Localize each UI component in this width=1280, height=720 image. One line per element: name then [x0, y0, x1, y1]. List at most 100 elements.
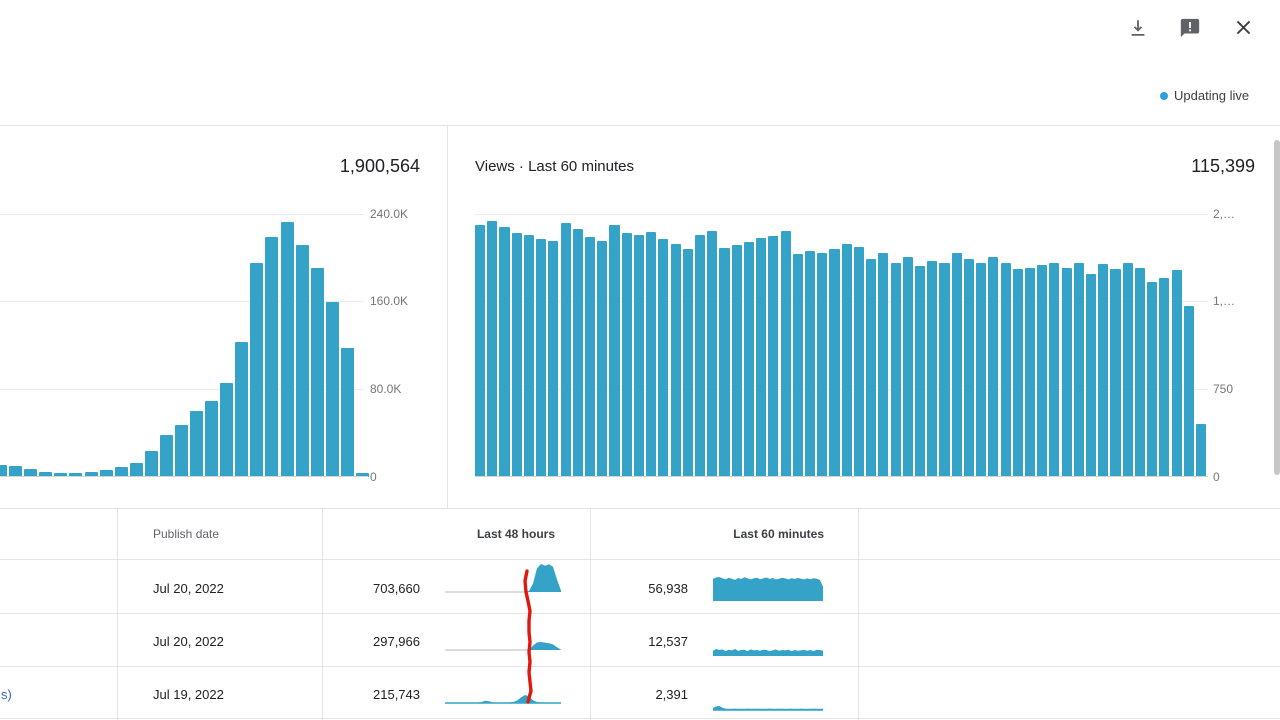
y-axis-label: 1,… [1213, 294, 1236, 308]
bar [1049, 262, 1060, 477]
bar [988, 256, 999, 477]
y-axis-label: 2,… [1213, 207, 1236, 221]
table-column-border [590, 509, 591, 720]
mini-chart [445, 564, 561, 593]
bar [280, 222, 294, 477]
download-button[interactable] [1126, 17, 1150, 41]
y-axis-label: 160.0K [370, 294, 409, 308]
bar [1122, 263, 1133, 477]
bar [1098, 264, 1109, 477]
chart-title-last-60-minutes: Views · Last 60 minutes [475, 158, 634, 175]
mini-chart [713, 577, 823, 601]
column-header-last-48-hours[interactable]: Last 48 hours [476, 527, 555, 541]
bar [325, 302, 339, 477]
panel-divider [447, 126, 448, 508]
y-axis-label: 0 [370, 470, 377, 484]
last-60-minutes-value: 12,537 [648, 634, 688, 649]
feedback-button[interactable] [1178, 17, 1202, 41]
table-column-border [322, 509, 323, 720]
bar [743, 241, 754, 477]
bar [220, 383, 234, 477]
bar [609, 225, 620, 477]
bar [719, 247, 730, 477]
video-title-link[interactable]: s) [1, 687, 12, 702]
bar [707, 230, 718, 477]
close-button[interactable] [1231, 16, 1255, 40]
last-60-minutes-value: 2,391 [655, 687, 688, 702]
card-top-border [0, 125, 1280, 126]
minibars-last-60-minutes [713, 575, 823, 602]
bar [731, 245, 742, 477]
bar [487, 221, 498, 477]
bar [963, 258, 974, 477]
bar [69, 473, 83, 477]
table-column-border [858, 509, 859, 720]
bar [585, 236, 596, 477]
gridline [475, 214, 1208, 215]
bar [536, 238, 547, 477]
column-header-last-60-minutes[interactable]: Last 60 minutes [733, 527, 824, 541]
y-axis-label: 0 [1213, 470, 1220, 484]
bar [0, 465, 7, 477]
gridline [0, 301, 364, 302]
y-axis-label: 80.0K [370, 382, 402, 396]
last-60-minutes-value: 56,938 [648, 581, 688, 596]
table-column-border [117, 509, 118, 720]
column-header-publish-date[interactable]: Publish date [153, 527, 220, 541]
gridline [475, 389, 1208, 390]
bar [54, 472, 68, 477]
bar [853, 247, 864, 477]
bar [1000, 262, 1011, 477]
gridline [475, 301, 1208, 302]
bar [756, 238, 767, 477]
last-48-hours-value: 215,743 [373, 687, 420, 702]
bar [914, 265, 926, 477]
minibars-last-60-minutes [713, 698, 823, 711]
bar [646, 231, 657, 477]
bar [144, 451, 158, 477]
bar [1183, 305, 1194, 477]
bar [866, 258, 877, 477]
sparkline-last-48-hours [445, 670, 561, 705]
mini-chart [713, 649, 823, 656]
bar [939, 262, 950, 477]
bar [695, 234, 706, 477]
chart-total-last-60-minutes: 115,399 [1191, 156, 1255, 176]
bar [780, 230, 791, 477]
bar [902, 256, 913, 477]
bar [235, 341, 249, 477]
bar [1024, 268, 1036, 477]
gridline [0, 389, 364, 390]
scrollbar-thumb[interactable] [1274, 140, 1280, 475]
bar [340, 348, 354, 477]
sparkline-last-48-hours [445, 560, 561, 594]
bar [670, 243, 681, 477]
bar [114, 466, 128, 477]
chart-total-last-48-hours: 1,900,564 [339, 156, 420, 176]
bar [99, 470, 113, 477]
bar [265, 236, 279, 477]
publish-date-cell: Jul 19, 2022 [153, 687, 224, 702]
bar [1134, 268, 1146, 477]
table-border [0, 613, 1280, 614]
bar [927, 260, 938, 477]
bar [523, 234, 535, 477]
bar [1159, 277, 1170, 477]
table-border [0, 666, 1280, 667]
bar [250, 262, 264, 477]
bar [499, 227, 510, 477]
mini-chart [713, 706, 823, 711]
bar [682, 248, 693, 477]
chart-last-48-hours [0, 214, 369, 477]
bar [548, 240, 559, 477]
bar [129, 462, 143, 477]
x-axis-line [475, 476, 1208, 477]
bar [768, 236, 779, 477]
bar [560, 223, 571, 477]
bar [24, 469, 38, 477]
y-axis-label: 750 [1213, 382, 1234, 396]
bar [475, 225, 486, 477]
bar [1196, 423, 1207, 477]
bar [511, 232, 522, 477]
